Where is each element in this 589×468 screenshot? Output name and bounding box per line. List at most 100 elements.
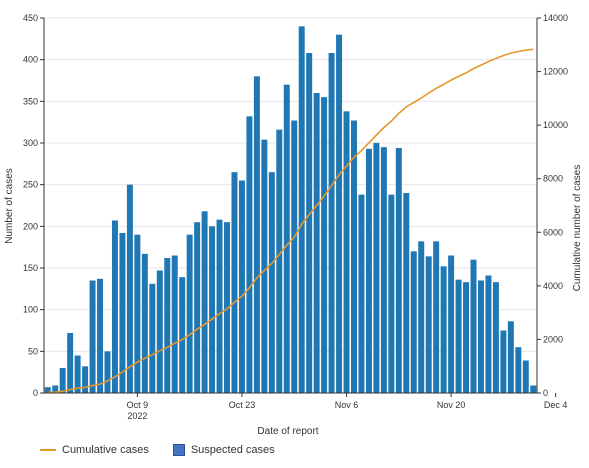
bar-20 <box>194 222 201 393</box>
y-tick-label-3: 150 <box>23 263 38 273</box>
bar-31 <box>276 129 283 393</box>
y-axis-ticks: 0 50 100 150 200 250 300 350 400 450 <box>23 13 44 398</box>
y-tick-label-4: 200 <box>23 221 38 231</box>
bar-57 <box>470 259 477 393</box>
x-tick-sublabel-0: 2022 <box>127 411 147 421</box>
y-axis-title: Number of cases <box>4 168 15 244</box>
bar-41 <box>351 120 357 393</box>
bar-53 <box>440 266 447 393</box>
bar-12 <box>134 234 141 393</box>
bar-19 <box>186 234 193 393</box>
bar-51 <box>425 256 432 393</box>
bar-45 <box>380 147 387 393</box>
bar-54 <box>448 255 455 393</box>
y2-tick-label-5: 10000 <box>543 120 568 130</box>
bar-48 <box>403 193 410 393</box>
bar-64 <box>522 360 529 393</box>
bar-25 <box>231 172 238 393</box>
x-tick-label-4: Dec 4 <box>544 400 568 410</box>
bar-35 <box>306 53 313 393</box>
y-tick-label-9: 450 <box>23 13 38 23</box>
axes <box>43 18 538 394</box>
bar-13 <box>141 253 148 393</box>
bar-4 <box>74 355 81 393</box>
epidemic-curve-chart: 0 50 100 150 200 250 300 350 400 450 0 2000 4000 600… <box>4 13 583 437</box>
y2-axis-title: Cumulative number of cases <box>572 165 583 292</box>
bar-40 <box>343 111 350 393</box>
bar-0 <box>44 387 51 393</box>
y-tick-label-5: 250 <box>23 180 38 190</box>
bar-8 <box>104 351 111 393</box>
y-tick-label-8: 400 <box>23 55 38 65</box>
y-tick-label-7: 350 <box>23 96 38 106</box>
bar-10 <box>119 233 126 393</box>
y-tick-label-6: 300 <box>23 138 38 148</box>
bar-65 <box>530 385 537 393</box>
bar-63 <box>515 347 522 393</box>
y-tick-label-2: 100 <box>23 305 38 315</box>
bar-1 <box>52 385 59 393</box>
legend-item-cumulative[interactable]: Cumulative cases <box>40 444 149 456</box>
x-tick-label-3: Nov 20 <box>437 400 466 410</box>
bar-58 <box>477 280 484 393</box>
bar-series-suspected-cases <box>44 26 537 394</box>
y-gridlines <box>44 17 537 352</box>
bar-2 <box>59 368 66 393</box>
legend-label-suspected: Suspected cases <box>190 444 275 456</box>
bar-9 <box>111 220 118 393</box>
bar-3 <box>67 333 74 393</box>
bar-46 <box>388 194 395 393</box>
bar-21 <box>201 211 208 393</box>
bar-44 <box>373 143 380 393</box>
bar-17 <box>171 255 178 393</box>
bar-24 <box>224 222 230 393</box>
bar-43 <box>365 148 372 393</box>
bar-26 <box>238 180 245 393</box>
y-tick-label-0: 0 <box>33 388 38 398</box>
legend-item-suspected[interactable]: Suspected cases <box>172 444 275 456</box>
bar-39 <box>336 34 343 394</box>
y2-tick-label-0: 0 <box>543 388 548 398</box>
bar-60 <box>492 282 499 393</box>
bar-36 <box>313 93 320 393</box>
bar-27 <box>246 116 253 393</box>
bar-42 <box>358 194 365 393</box>
bar-34 <box>298 26 305 393</box>
y2-tick-label-2: 4000 <box>543 281 563 291</box>
bar-5 <box>82 366 89 393</box>
bar-30 <box>268 172 275 393</box>
y2-tick-label-6: 12000 <box>543 67 568 77</box>
line-series-cumulative-cases <box>47 48 534 394</box>
y2-tick-label-4: 8000 <box>543 174 563 184</box>
legend: Cumulative cases Suspected cases <box>40 444 299 456</box>
bar-33 <box>291 120 298 393</box>
bar-47 <box>395 148 402 393</box>
y2-tick-label-3: 6000 <box>543 227 563 237</box>
legend-line-swatch <box>40 449 56 451</box>
bar-49 <box>410 251 417 393</box>
bar-50 <box>418 241 425 393</box>
bar-6 <box>89 280 96 393</box>
y2-axis-ticks: 0 2000 4000 6000 8000 10000 12000 14000 <box>537 13 568 398</box>
bar-61 <box>500 330 507 393</box>
y-tick-label-1: 50 <box>28 346 38 356</box>
bar-56 <box>463 282 470 393</box>
bar-28 <box>253 76 260 393</box>
bar-18 <box>179 277 186 393</box>
bar-52 <box>433 241 440 393</box>
bar-15 <box>156 270 163 393</box>
bar-7 <box>97 278 104 393</box>
bar-55 <box>455 279 462 393</box>
x-axis-title: Date of report <box>257 426 318 437</box>
y2-tick-label-7: 14000 <box>543 13 568 23</box>
bar-22 <box>209 226 216 393</box>
x-tick-label-0: Oct 9 <box>127 400 149 410</box>
bar-37 <box>321 97 328 394</box>
bar-23 <box>216 219 223 393</box>
bar-29 <box>261 139 268 393</box>
x-tick-label-1: Oct 23 <box>229 400 256 410</box>
bar-59 <box>485 275 492 393</box>
y2-tick-label-1: 2000 <box>543 334 563 344</box>
bar-11 <box>126 184 133 393</box>
